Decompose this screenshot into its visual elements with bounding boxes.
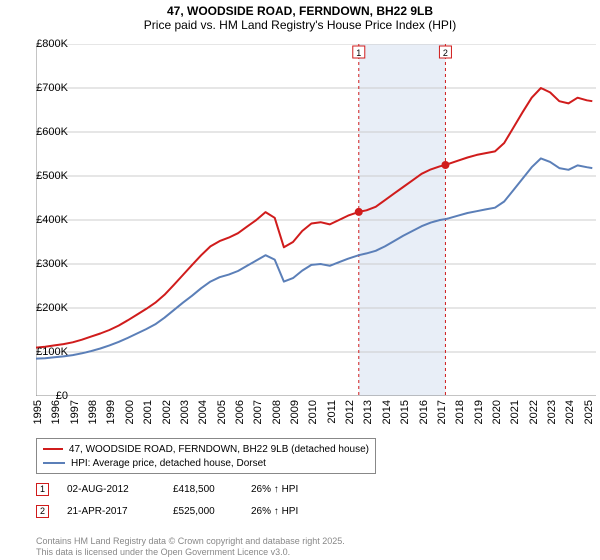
event-date-1: 02-AUG-2012 [67,484,155,495]
legend-label-1: 47, WOODSIDE ROAD, FERNDOWN, BH22 9LB (d… [69,444,369,455]
x-tick-label: 2008 [271,400,283,424]
x-tick-label: 2023 [546,400,558,424]
x-tick-label: 2012 [344,400,356,424]
y-tick-label: £800K [8,38,68,50]
x-tick-label: 2006 [234,400,246,424]
event-marker-1-label: 1 [40,484,45,494]
event-marker-2-label: 2 [40,506,45,516]
y-tick-label: £700K [8,82,68,94]
x-tick-label: 2016 [418,400,430,424]
svg-text:1: 1 [356,48,361,58]
legend-item-series-1: 47, WOODSIDE ROAD, FERNDOWN, BH22 9LB (d… [43,442,369,456]
event-price-1: £418,500 [173,484,233,495]
y-tick-label: £600K [8,126,68,138]
x-tick-label: 2011 [326,400,338,424]
event-delta-1: 26% ↑ HPI [251,484,298,495]
x-tick-label: 1995 [32,400,44,424]
x-tick-label: 2009 [289,400,301,424]
x-tick-label: 2005 [216,400,228,424]
y-tick-label: £400K [8,214,68,226]
y-tick-label: £200K [8,302,68,314]
x-tick-label: 2001 [142,400,154,424]
x-tick-label: 2013 [362,400,374,424]
x-tick-label: 2004 [197,400,209,424]
x-tick-label: 2007 [252,400,264,424]
event-row-1: 1 02-AUG-2012 £418,500 26% ↑ HPI [36,480,298,498]
x-tick-label: 1996 [50,400,62,424]
chart-area: 12 £0£100K£200K£300K£400K£500K£600K£700K… [36,44,596,396]
title-block: 47, WOODSIDE ROAD, FERNDOWN, BH22 9LB Pr… [0,0,600,34]
event-delta-2: 26% ↑ HPI [251,506,298,517]
svg-text:2: 2 [443,48,448,58]
event-date-2: 21-APR-2017 [67,506,155,517]
x-tick-label: 1997 [69,400,81,424]
x-tick-label: 2010 [307,400,319,424]
title-line2: Price paid vs. HM Land Registry's House … [0,18,600,32]
x-tick-label: 2014 [381,400,393,424]
y-tick-label: £500K [8,170,68,182]
y-tick-label: £300K [8,258,68,270]
x-tick-label: 2021 [509,400,521,424]
x-tick-label: 2003 [179,400,191,424]
x-tick-label: 2019 [473,400,485,424]
legend-swatch-1 [43,448,63,450]
x-tick-label: 1999 [105,400,117,424]
x-tick-label: 2025 [583,400,595,424]
x-tick-label: 2015 [399,400,411,424]
events-table: 1 02-AUG-2012 £418,500 26% ↑ HPI 2 21-AP… [36,480,298,524]
event-row-2: 2 21-APR-2017 £525,000 26% ↑ HPI [36,502,298,520]
y-tick-label: £100K [8,346,68,358]
legend: 47, WOODSIDE ROAD, FERNDOWN, BH22 9LB (d… [36,438,376,474]
legend-label-2: HPI: Average price, detached house, Dors… [71,458,266,469]
x-tick-label: 2022 [528,400,540,424]
legend-swatch-2 [43,462,65,464]
title-line1: 47, WOODSIDE ROAD, FERNDOWN, BH22 9LB [0,4,600,18]
footnote-line1: Contains HM Land Registry data © Crown c… [36,536,345,547]
x-tick-label: 2017 [436,400,448,424]
line-chart: 12 [36,44,596,396]
footnote: Contains HM Land Registry data © Crown c… [36,536,345,558]
x-tick-label: 2000 [124,400,136,424]
x-tick-label: 1998 [87,400,99,424]
event-price-2: £525,000 [173,506,233,517]
x-tick-label: 2002 [161,400,173,424]
x-tick-label: 2024 [564,400,576,424]
event-marker-1: 1 [36,483,49,496]
x-tick-label: 2018 [454,400,466,424]
legend-item-series-2: HPI: Average price, detached house, Dors… [43,456,369,470]
chart-container: 47, WOODSIDE ROAD, FERNDOWN, BH22 9LB Pr… [0,0,600,560]
event-marker-2: 2 [36,505,49,518]
x-tick-label: 2020 [491,400,503,424]
footnote-line2: This data is licensed under the Open Gov… [36,547,345,558]
